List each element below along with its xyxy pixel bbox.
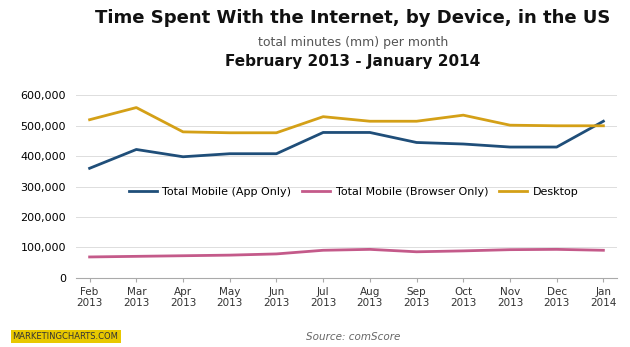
Total Mobile (App Only) [459,142,467,146]
Total Mobile (App Only) [273,152,280,156]
Total Mobile (Browser Only) [180,254,187,258]
Line: Total Mobile (Browser Only): Total Mobile (Browser Only) [89,249,604,257]
Desktop [180,130,187,134]
Total Mobile (App Only) [319,130,327,135]
Total Mobile (App Only) [132,147,140,152]
Total Mobile (Browser Only) [506,248,513,252]
Total Mobile (App Only) [86,166,93,170]
Total Mobile (Browser Only) [226,253,234,257]
Total Mobile (App Only) [553,145,561,149]
Text: MARKETINGCHARTS.COM: MARKETINGCHARTS.COM [13,332,118,341]
Total Mobile (Browser Only) [600,248,607,252]
Total Mobile (App Only) [226,152,234,156]
Desktop [553,124,561,128]
Total Mobile (Browser Only) [86,255,93,259]
Desktop [506,123,513,127]
Total Mobile (Browser Only) [319,248,327,252]
Total Mobile (Browser Only) [459,249,467,253]
Total Mobile (App Only) [600,119,607,123]
Desktop [600,124,607,128]
Total Mobile (App Only) [506,145,513,149]
Text: total minutes (mm) per month: total minutes (mm) per month [258,36,448,49]
Line: Total Mobile (App Only): Total Mobile (App Only) [89,121,604,168]
Text: Time Spent With the Internet, by Device, in the US: Time Spent With the Internet, by Device,… [95,9,610,27]
Desktop [273,131,280,135]
Line: Desktop: Desktop [89,108,604,133]
Desktop [459,113,467,117]
Text: Source: comScore: Source: comScore [306,332,400,342]
Desktop [226,131,234,135]
Total Mobile (App Only) [180,155,187,159]
Total Mobile (Browser Only) [132,254,140,259]
Desktop [86,118,93,122]
Desktop [132,105,140,110]
Desktop [366,119,374,123]
Text: February 2013 - January 2014: February 2013 - January 2014 [225,54,481,69]
Total Mobile (Browser Only) [366,247,374,252]
Desktop [413,119,420,123]
Total Mobile (Browser Only) [553,247,561,252]
Total Mobile (Browser Only) [273,252,280,256]
Total Mobile (App Only) [366,130,374,135]
Total Mobile (App Only) [413,141,420,145]
Desktop [319,115,327,119]
Legend: Total Mobile (App Only), Total Mobile (Browser Only), Desktop: Total Mobile (App Only), Total Mobile (B… [125,182,583,201]
Total Mobile (Browser Only) [413,250,420,254]
